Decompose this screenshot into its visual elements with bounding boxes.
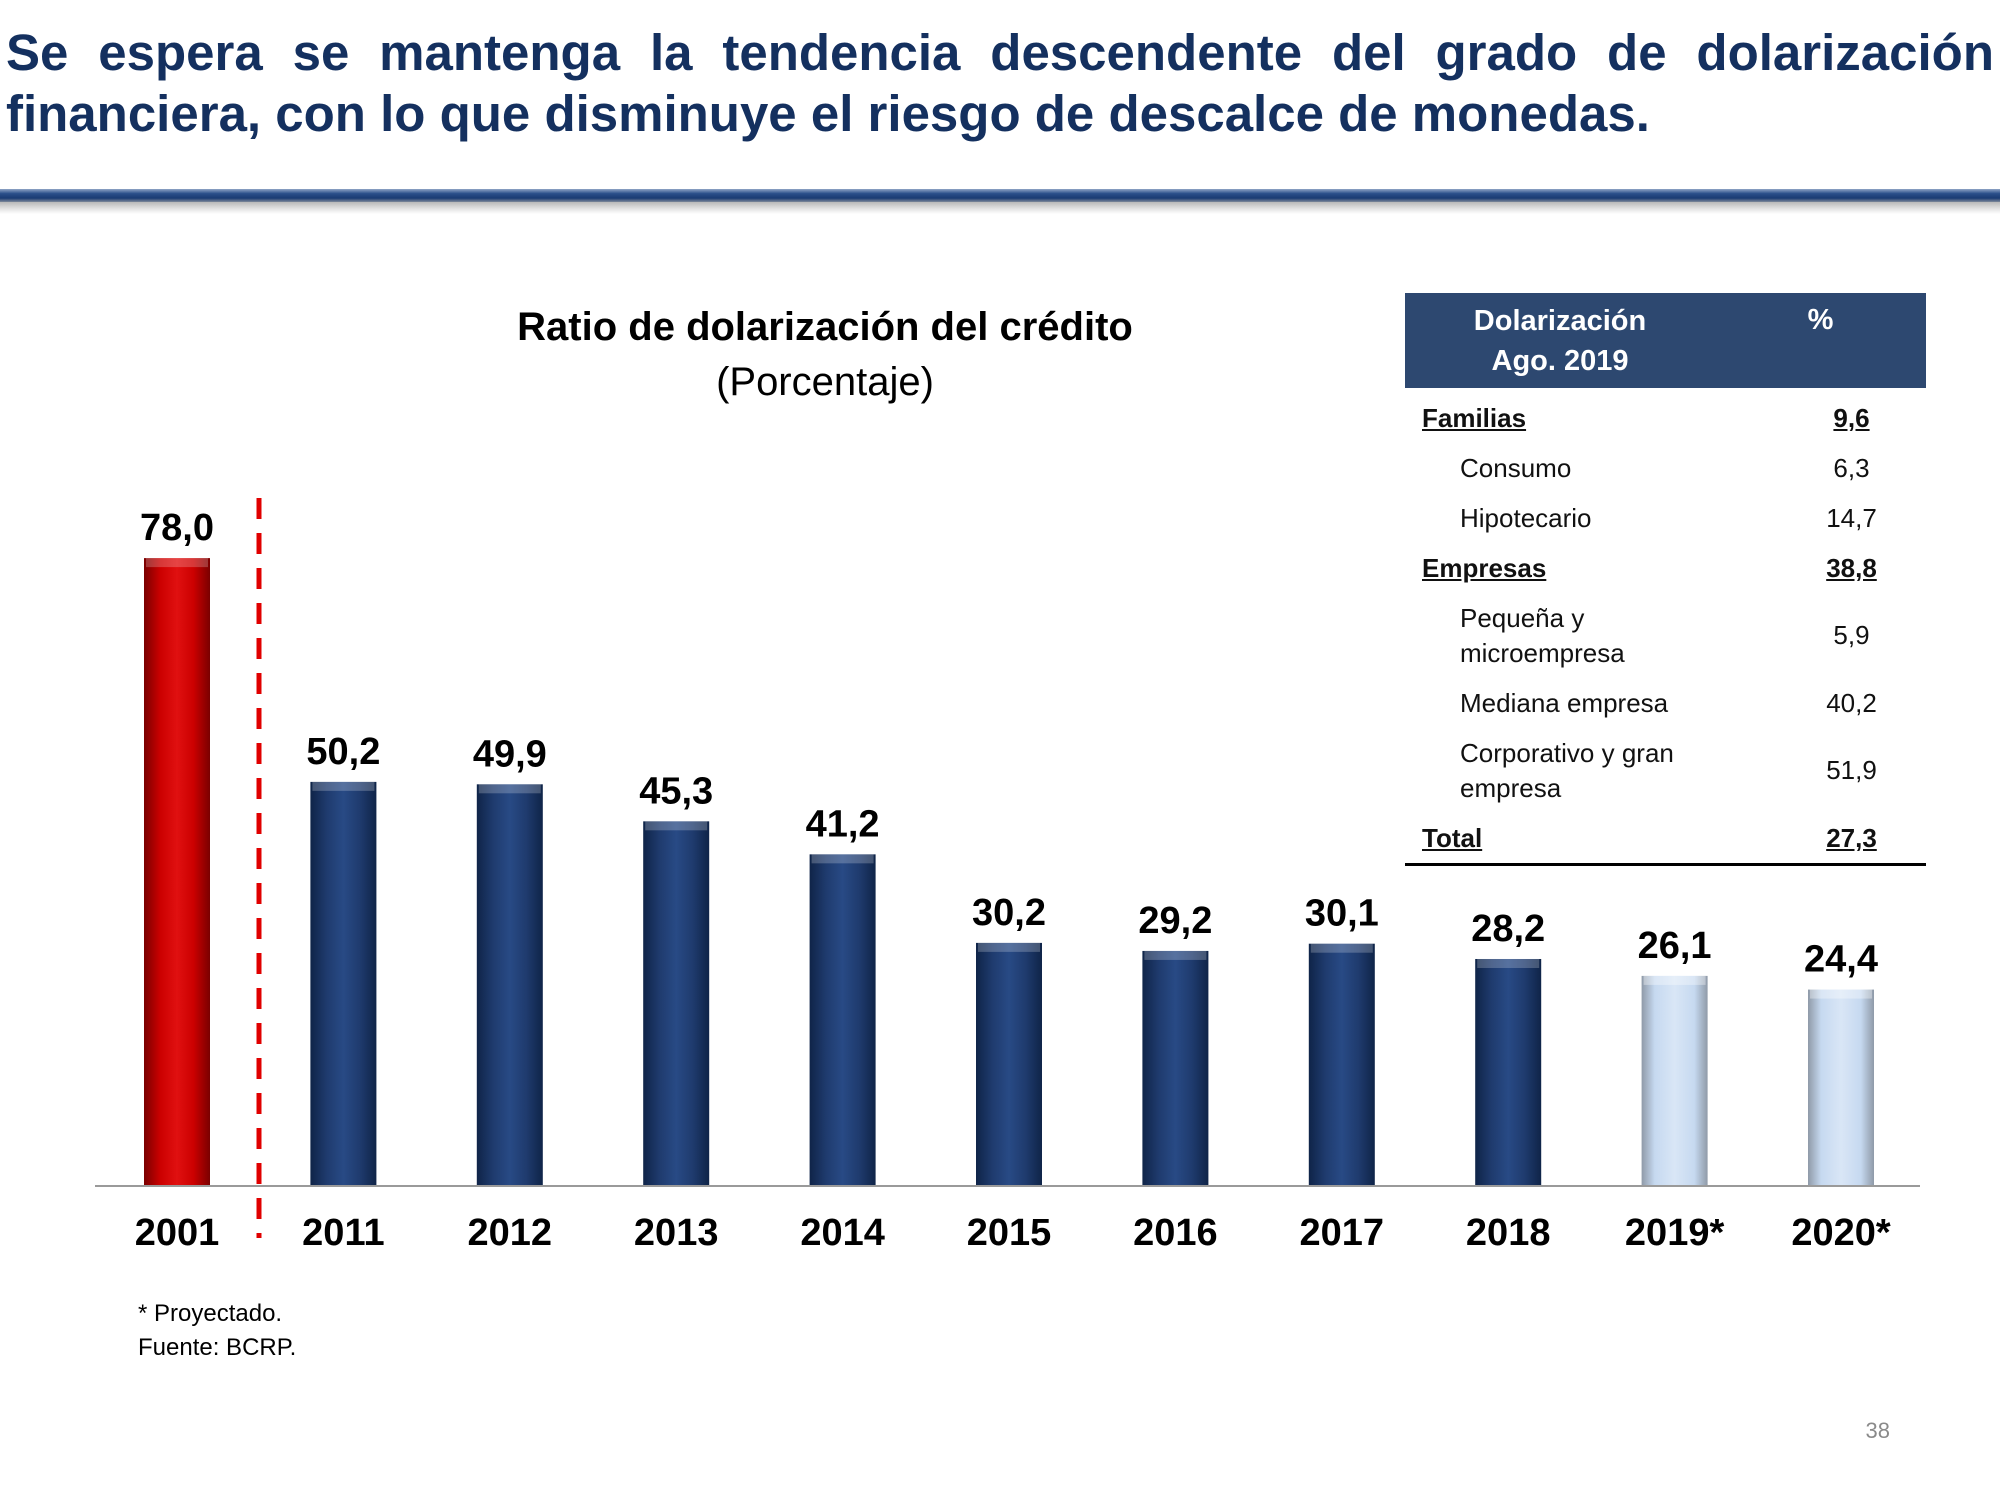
bar-2001: [144, 558, 210, 1186]
table-row: Total 27,3: [1405, 813, 1926, 863]
category-label: 2017: [1300, 1212, 1385, 1254]
bar-2011: [310, 781, 377, 1186]
chart-subtitle: (Porcentaje): [716, 360, 934, 404]
table-header-percent: %: [1807, 304, 1834, 336]
table-bottom-rule: [1405, 863, 1926, 866]
table-header: Dolarización Ago. 2019 %: [1405, 293, 1926, 388]
value-label: 78,0: [140, 507, 214, 549]
bar-highlight: [1310, 943, 1373, 953]
category-label: 2019*: [1625, 1212, 1725, 1254]
value-label: 30,1: [1305, 893, 1379, 935]
chart-title: Ratio de dolarización del crédito: [517, 305, 1133, 349]
bar-highlight: [1144, 950, 1207, 960]
table-row-value: 27,3: [1826, 822, 1877, 853]
bar-highlight: [1477, 958, 1540, 968]
bar-2012: [476, 784, 543, 1186]
value-label: 49,9: [473, 733, 547, 775]
value-label: 29,2: [1138, 900, 1212, 942]
dollarization-table: Dolarización Ago. 2019 % Familias 9,6 Cons…: [1405, 293, 1926, 866]
table-row: Corporativo y gran empresa 51,9: [1405, 728, 1926, 813]
table-row: Consumo 6,3: [1405, 443, 1926, 493]
bar-2013: [643, 821, 710, 1186]
value-label: 28,2: [1471, 908, 1545, 950]
table-row-label: Corporativo y gran empresa: [1460, 737, 1674, 803]
table-row: Hipotecario 14,7: [1405, 493, 1926, 543]
category-label: 2011: [302, 1212, 384, 1254]
table-row-label: Pequeña y microempresa: [1460, 602, 1625, 668]
table-row-label: Total: [1422, 822, 1483, 853]
value-label: 26,1: [1638, 925, 1712, 967]
category-label: 2013: [634, 1212, 719, 1254]
footnote: * Proyectado. Fuente: BCRP.: [138, 1297, 296, 1365]
table-row: Familias 9,6: [1405, 393, 1926, 443]
category-label: 2012: [468, 1212, 553, 1254]
bar-2019-projected: [1641, 975, 1708, 1186]
table-header-line1: Dolarización: [1473, 304, 1647, 337]
bar-highlight: [478, 784, 541, 794]
table-header-label: Dolarización Ago. 2019: [1405, 301, 1715, 381]
category-label: 2020*: [1791, 1212, 1891, 1254]
table-row-label: Hipotecario: [1460, 502, 1592, 533]
value-label: 24,4: [1804, 939, 1878, 981]
value-label: 41,2: [806, 803, 880, 845]
page-number: 38: [1865, 1418, 1890, 1443]
title-divider: [0, 189, 2000, 202]
footnote-projected: * Proyectado.: [138, 1300, 283, 1327]
title-divider-shadow: [0, 202, 2000, 214]
bar-highlight: [1643, 975, 1706, 985]
bar-highlight: [645, 821, 708, 831]
value-label: 45,3: [639, 770, 713, 812]
bar-highlight: [312, 781, 375, 791]
table-row-value: 5,9: [1833, 620, 1870, 650]
bar-highlight: [811, 854, 874, 864]
table-row-value: 38,8: [1826, 552, 1877, 583]
bar-2016: [1142, 950, 1209, 1186]
value-label: 30,2: [972, 892, 1046, 934]
category-label: 2015: [967, 1212, 1052, 1254]
table-row-label: Empresas: [1422, 552, 1547, 583]
bar-2015: [976, 942, 1042, 1186]
table-row: Pequeña y microempresa 5,9: [1405, 593, 1926, 678]
table-body: Familias 9,6 Consumo 6,3 Hipotecario 14,7 Empr…: [1405, 393, 1926, 863]
table-row-value: 51,9: [1826, 755, 1877, 785]
table-row-label: Familias: [1422, 402, 1527, 433]
category-label: 2018: [1466, 1212, 1551, 1254]
table-row-label: Mediana empresa: [1460, 687, 1669, 718]
table-row-value: 40,2: [1826, 687, 1877, 718]
table-row: Empresas 38,8: [1405, 543, 1926, 593]
table-row: Mediana empresa 40,2: [1405, 678, 1926, 728]
bar-highlight: [146, 558, 208, 568]
table-row-value: 14,7: [1826, 502, 1877, 533]
table-header-line2: Ago. 2019: [1491, 344, 1629, 377]
bar-2014: [809, 854, 876, 1186]
category-label: 2014: [800, 1212, 885, 1254]
bar-highlight: [978, 942, 1040, 952]
bar-2018: [1475, 958, 1542, 1186]
category-label: 2016: [1133, 1212, 1218, 1254]
bar-2017: [1308, 943, 1375, 1186]
table-row-value: 6,3: [1833, 452, 1870, 483]
value-label: 50,2: [306, 731, 380, 773]
slide-title: Se espera se mantenga la tendencia desce…: [6, 24, 1994, 142]
table-row-value: 9,6: [1833, 402, 1870, 433]
category-label: 2001: [135, 1212, 220, 1254]
table-row-label: Consumo: [1460, 452, 1572, 483]
footnote-source: Fuente: BCRP.: [138, 1334, 297, 1361]
bar-highlight: [1810, 989, 1872, 999]
bar-2020-projected: [1808, 989, 1874, 1186]
